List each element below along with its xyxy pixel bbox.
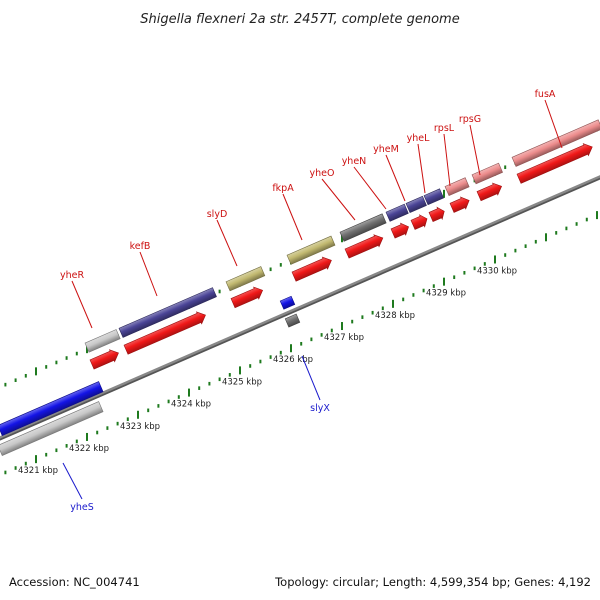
cds-arrow-yheL xyxy=(428,206,445,222)
map-title: Shigella flexneri 2a str. 2457T, complet… xyxy=(140,12,459,27)
gene-label-kefB: kefB xyxy=(130,241,151,252)
gene-feature-yheL xyxy=(423,188,444,206)
genome-backbone xyxy=(0,175,600,441)
tick-label: 4321 kbp xyxy=(18,466,58,476)
tick-label: 4326 kbp xyxy=(273,355,313,365)
cds-arrow-rpsL xyxy=(449,196,470,213)
cds-arrow-yheN xyxy=(390,222,409,239)
gene-feature-yheO xyxy=(339,213,387,242)
cds-arrow-yheR xyxy=(89,349,119,370)
cds-arrow-kefB xyxy=(123,311,206,355)
cds-arrow-fkpA xyxy=(291,256,332,282)
gene-leader-line xyxy=(443,133,451,187)
gene-leader-line xyxy=(321,178,356,221)
gene-feature-yheM xyxy=(405,195,427,213)
gene-label-rpsL: rpsL xyxy=(434,123,455,134)
gene-label-slyX: slyX xyxy=(310,403,330,414)
tick-label: 4327 kbp xyxy=(324,333,364,343)
gene-feature-fkpA xyxy=(286,235,336,265)
gene-leader-line xyxy=(216,219,238,267)
gene-feature-rpsG xyxy=(471,162,503,185)
gene-label-layer: yheS yheR kefB slyD slyX fkpA yheO yheN yheM yheL… xyxy=(60,89,563,513)
tick-label: 4329 kbp xyxy=(426,289,466,299)
gene-label-slyD: slyD xyxy=(207,209,228,220)
gene-label-yheM: yheM xyxy=(373,144,399,155)
gene-leader-line xyxy=(71,280,93,329)
gene-leader-line xyxy=(544,99,563,149)
genome-summary-text: Topology: circular; Length: 4,599,354 bp… xyxy=(275,575,591,589)
gene-label-yheL: yheL xyxy=(407,133,430,144)
cds-arrow-yheO xyxy=(344,234,384,259)
gene-feature-yheN xyxy=(385,203,409,222)
gene-label-fusA: fusA xyxy=(535,89,556,100)
gene-feature-rpsL xyxy=(444,177,470,197)
gene-feature-yheR xyxy=(84,329,121,353)
gene-leader-line xyxy=(417,143,426,194)
gene-feature-fusA xyxy=(511,119,600,167)
gene-leader-line xyxy=(282,193,303,241)
gene-leader-line xyxy=(469,124,481,176)
gene-leader-line xyxy=(385,154,406,202)
cds-arrow-yheM xyxy=(410,214,428,230)
gene-feature-yheS xyxy=(0,381,104,436)
gene-feature-yheS-bar xyxy=(0,401,104,456)
tick-label: 4325 kbp xyxy=(222,377,262,387)
cds-arrow-fusA xyxy=(516,143,593,184)
gene-leader-line xyxy=(353,166,387,210)
accession-text: Accession: NC_004741 xyxy=(9,575,140,589)
gene-leader-line xyxy=(139,251,158,297)
gene-feature-slyX xyxy=(279,295,296,310)
gene-label-yheR: yheR xyxy=(60,270,84,281)
gene-label-rpsG: rpsG xyxy=(459,114,481,125)
gene-feature-kefB xyxy=(118,287,217,338)
gene-leader-line xyxy=(62,462,83,500)
tick-label: 4328 kbp xyxy=(375,311,415,321)
gene-label-yheO: yheO xyxy=(310,168,335,179)
tick-label: 4330 kbp xyxy=(477,266,517,276)
cds-arrow-slyD xyxy=(230,286,264,309)
tick-label: 4323 kbp xyxy=(120,422,160,432)
gene-label-yheN: yheN xyxy=(342,156,367,167)
gene-leader-line xyxy=(301,355,321,401)
gene-label-yheS: yheS xyxy=(70,502,94,513)
tick-label: 4324 kbp xyxy=(171,400,211,410)
inner-tick-row: 4321 kbp 4322 kbp 4323 kbp 4324 kbp 4325 kbp… xyxy=(4,211,598,476)
cds-arrow-rpsG xyxy=(476,182,503,202)
gene-label-fkpA: fkpA xyxy=(272,183,294,194)
tick-label: 4322 kbp xyxy=(69,444,109,454)
feature-layer xyxy=(0,119,600,456)
gene-feature-slyD xyxy=(225,266,266,292)
gene-feature-slyX-bar xyxy=(284,313,301,328)
